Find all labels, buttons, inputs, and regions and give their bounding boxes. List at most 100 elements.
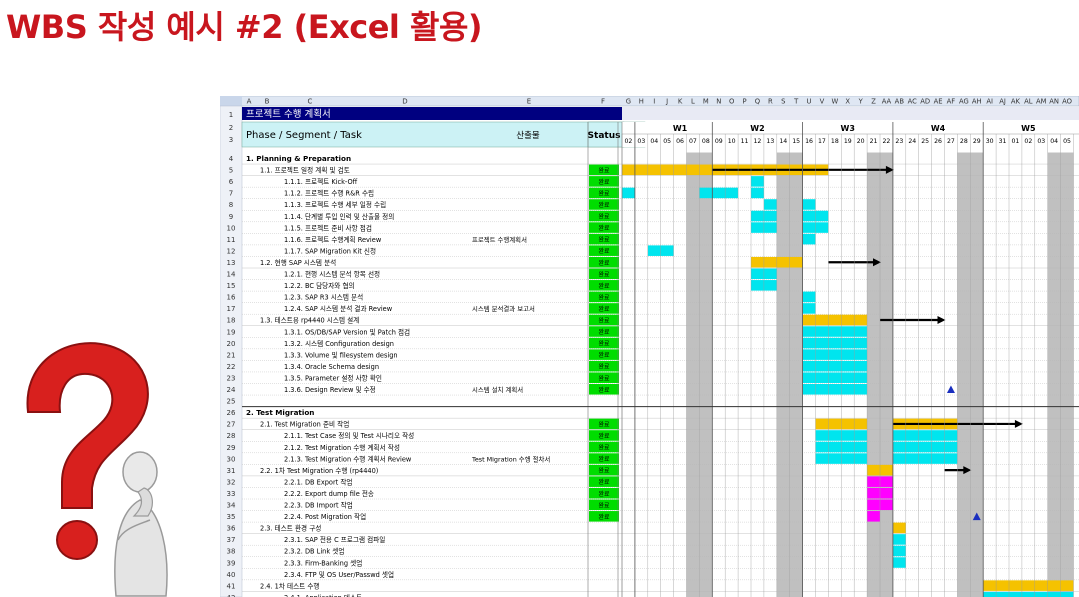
row-number: 14 <box>227 271 236 279</box>
day-label: 20 <box>857 138 865 145</box>
column-letter: N <box>716 98 721 106</box>
task-name: 1.1.2. 프로젝트 수행 R&R 수립 <box>284 189 374 198</box>
status-text: 완료 <box>598 467 610 475</box>
day-label: 21 <box>870 138 878 145</box>
row-number: 32 <box>227 478 236 486</box>
row-number: 30 <box>227 455 236 463</box>
day-label: 29 <box>973 138 981 145</box>
row-number: 34 <box>227 502 236 510</box>
row-number: 18 <box>227 317 236 325</box>
task-bar[interactable] <box>751 176 764 187</box>
task-bar[interactable] <box>892 453 958 464</box>
column-letter: C <box>308 98 313 106</box>
summary-bar[interactable] <box>802 314 868 326</box>
excel-wbs-sheet: A B C D E F G H I J K L M N O P Q R S T U V W X Y Z AA AB AC AD AE AF AG… <box>220 96 1079 597</box>
column-letter: B <box>265 98 270 106</box>
status-cell <box>589 256 619 268</box>
timeline-header <box>622 122 1079 147</box>
status-text: 완료 <box>598 363 610 371</box>
task-bar[interactable] <box>763 199 777 210</box>
week-label: W2 <box>750 124 764 133</box>
status-text: 완료 <box>598 501 610 509</box>
column-letter: AD <box>920 98 930 106</box>
status-cell <box>589 487 619 499</box>
task-bar[interactable] <box>892 557 906 568</box>
day-label: 04 <box>650 138 658 145</box>
column-letter: A <box>247 98 252 106</box>
status-cell <box>589 349 619 360</box>
task-bar[interactable] <box>802 360 868 372</box>
day-label: 12 <box>754 138 762 145</box>
day-label: 08 <box>702 138 710 145</box>
task-bar[interactable] <box>983 591 1074 597</box>
weekend-column <box>1060 152 1074 597</box>
task-name: 2.3.3. Firm-Banking 셋업 <box>284 558 362 567</box>
segment-name: 2.4. 1차 테스트 수행 <box>260 581 319 590</box>
segment-name: 2.3. 테스트 환경 구성 <box>260 524 321 533</box>
task-bar[interactable] <box>699 187 739 199</box>
milestone-marker <box>972 512 981 521</box>
task-name: 2.2.2. Export dump file 전송 <box>284 489 374 498</box>
task-bar[interactable] <box>751 187 764 199</box>
status-cell <box>589 199 619 210</box>
summary-bar[interactable] <box>892 522 906 534</box>
task-name: 1.1.6. 프로젝트 수행계획 Review <box>284 235 382 244</box>
task-bar[interactable] <box>892 545 906 557</box>
task-name: 1.1.4. 단계별 투입 인력 및 산출물 정의 <box>284 212 394 221</box>
phase-task-header: Phase / Segment / Task <box>246 130 362 141</box>
day-label: 01 <box>1012 138 1020 145</box>
column-letter: O <box>729 98 734 106</box>
task-name: 1.3.6. Design Review 및 수정 <box>284 385 376 394</box>
row-number: 29 <box>227 444 236 452</box>
task-bar[interactable] <box>802 303 816 314</box>
day-label: 05 <box>663 138 671 145</box>
row-number: 24 <box>227 386 236 394</box>
row-number: 33 <box>227 490 236 498</box>
column-letter: E <box>527 98 531 106</box>
status-cell <box>589 176 619 187</box>
task-name: 1.2.3. SAP R3 시스템 분석 <box>284 293 363 302</box>
task-bar[interactable] <box>802 326 868 337</box>
status-cell <box>589 326 619 337</box>
task-bar[interactable] <box>802 384 868 395</box>
select-all-corner[interactable] <box>220 96 242 106</box>
status-text: 완료 <box>598 340 610 348</box>
status-cell <box>589 245 619 256</box>
task-bar[interactable] <box>892 430 958 441</box>
status-text: 완료 <box>598 444 610 452</box>
task-bar[interactable] <box>892 534 906 545</box>
column-letter: AJ <box>999 98 1006 106</box>
task-name: 2.2.1. DB Export 작업 <box>284 477 352 486</box>
row-number: 7 <box>229 190 233 198</box>
row-number: 42 <box>227 594 236 597</box>
task-name: 2.4.1. Application 테스트 <box>284 594 362 597</box>
status-text: 완료 <box>598 328 610 336</box>
task-name: 1.3.2. 시스템 Configuration design <box>284 340 394 348</box>
task-bar[interactable] <box>802 291 816 303</box>
task-name: 2.2.4. Post Migration 작업 <box>284 512 366 521</box>
task-bar[interactable] <box>802 233 816 245</box>
title-row-gantt-fill <box>622 107 1079 120</box>
task-name: 1.3.3. Volume 및 filesystem design <box>284 351 398 359</box>
task-bar[interactable] <box>622 187 635 199</box>
summary-bar[interactable] <box>983 580 1074 591</box>
weekend-column <box>957 152 971 597</box>
task-bar[interactable] <box>802 372 868 383</box>
task-bar[interactable] <box>867 511 880 522</box>
task-bar[interactable] <box>802 337 868 349</box>
row-number: 10 <box>227 224 236 232</box>
column-letter: I <box>653 98 655 106</box>
week-label: W3 <box>841 124 855 133</box>
status-cell <box>589 418 619 430</box>
status-header: Status <box>588 131 621 141</box>
task-bar[interactable] <box>802 349 868 360</box>
status-cell <box>589 337 619 349</box>
status-text: 완료 <box>598 374 610 382</box>
day-label: 07 <box>689 138 697 145</box>
task-bar[interactable] <box>802 199 816 210</box>
status-text: 완료 <box>598 432 610 440</box>
status-cell <box>589 291 619 303</box>
day-label: 02 <box>625 138 633 145</box>
task-bar[interactable] <box>892 441 958 453</box>
progress-arrowhead <box>937 315 946 324</box>
